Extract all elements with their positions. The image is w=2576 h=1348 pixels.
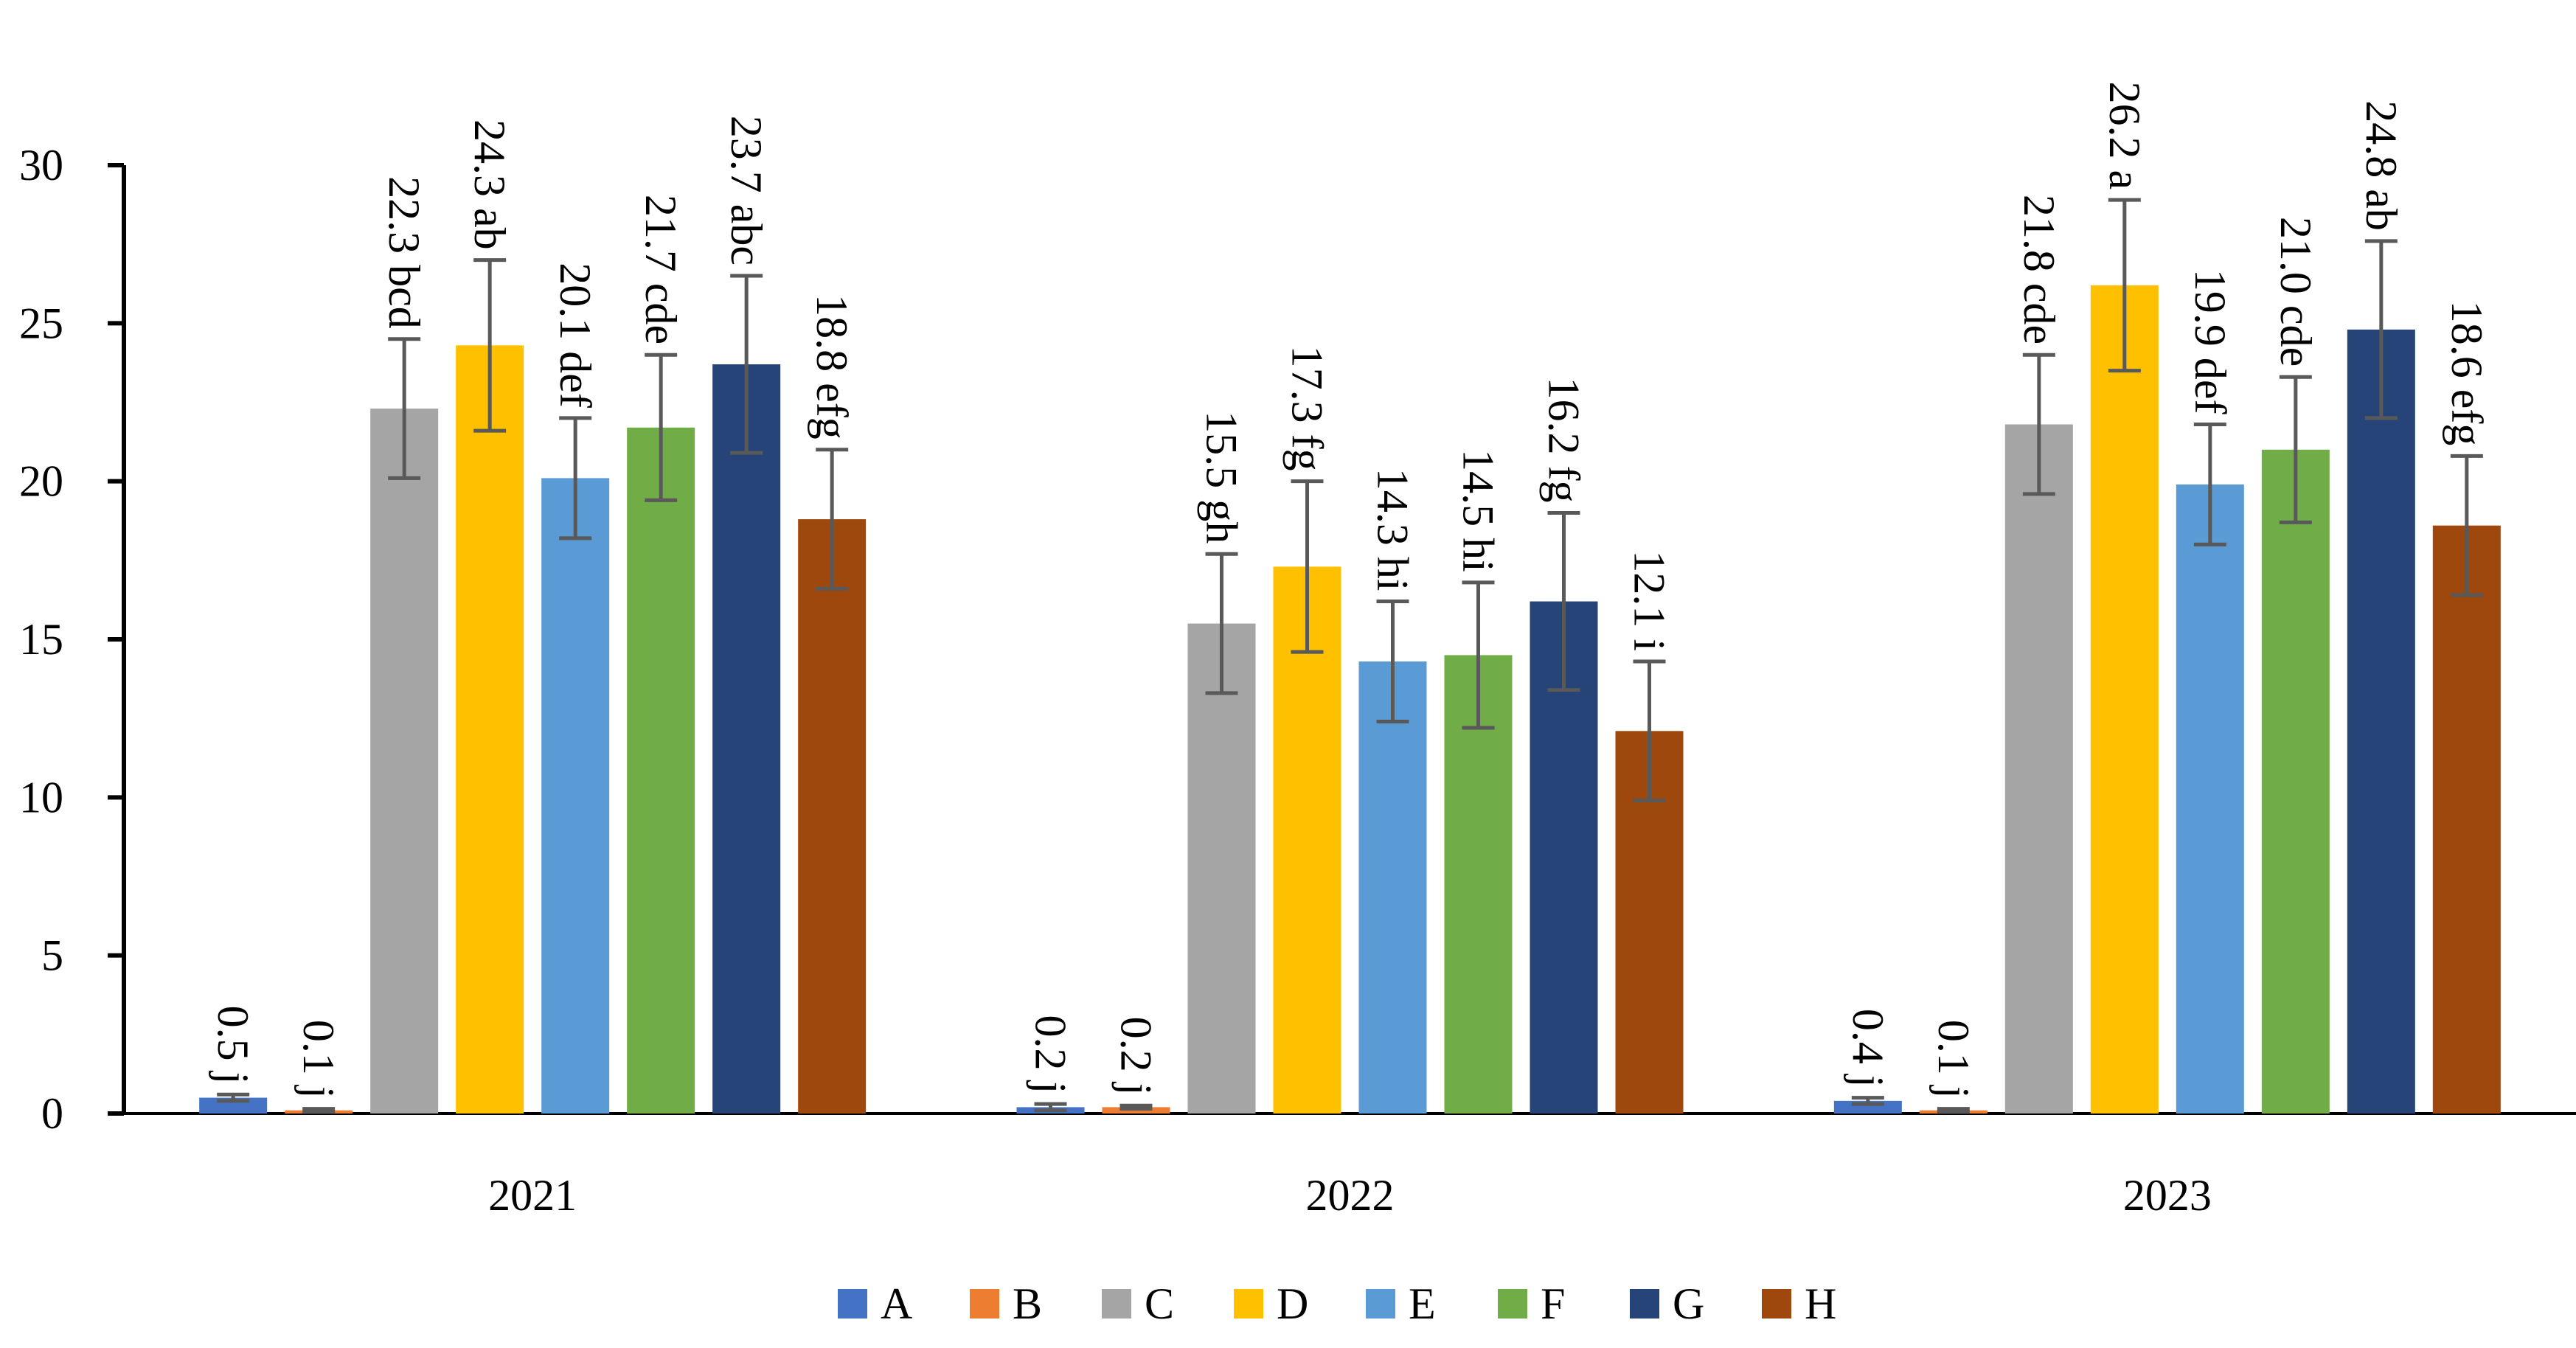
x-category-label: 2022 bbox=[1306, 1171, 1395, 1220]
legend-label: A bbox=[881, 1279, 912, 1328]
y-tick-label: 0 bbox=[41, 1089, 63, 1138]
legend-swatch bbox=[1102, 1289, 1131, 1319]
bar bbox=[199, 1097, 268, 1114]
data-label: 18.8 efg bbox=[808, 294, 856, 440]
bar bbox=[712, 364, 781, 1114]
data-label: 16.2 fg bbox=[1540, 378, 1589, 503]
legend-swatch bbox=[970, 1289, 999, 1319]
data-label: 23.7 abc bbox=[722, 116, 771, 265]
legend-label: H bbox=[1805, 1279, 1836, 1328]
bar bbox=[1358, 661, 1427, 1114]
bar bbox=[456, 345, 524, 1114]
bar bbox=[1833, 1100, 1902, 1114]
axes: 0 5 10 15 20 25 30 2021 2022 2023 bbox=[19, 141, 2576, 1220]
data-label: 14.5 hi bbox=[1454, 449, 1503, 572]
data-label: 0.4 j bbox=[1844, 1009, 1892, 1088]
data-label: 24.8 ab bbox=[2357, 100, 2406, 231]
legend-swatch bbox=[1234, 1289, 1263, 1319]
y-tick-label: 15 bbox=[19, 615, 63, 664]
data-label: 21.8 cde bbox=[2015, 195, 2063, 344]
bar bbox=[2261, 449, 2330, 1114]
error-bars bbox=[217, 198, 2483, 1114]
bar bbox=[1273, 566, 1341, 1114]
bars bbox=[199, 285, 2501, 1114]
bar bbox=[627, 427, 695, 1114]
bar bbox=[370, 409, 439, 1114]
y-tick-label: 10 bbox=[19, 773, 63, 821]
legend-label: F bbox=[1541, 1279, 1565, 1328]
data-label: 20.1 def bbox=[551, 263, 600, 408]
data-label: 15.5 gh bbox=[1198, 411, 1246, 543]
legend-swatch bbox=[1630, 1289, 1659, 1319]
bar bbox=[798, 519, 867, 1114]
legend-label: B bbox=[1013, 1279, 1042, 1328]
data-label: 17.3 fg bbox=[1283, 346, 1332, 471]
data-label: 19.9 def bbox=[2186, 269, 2235, 414]
legend-label: C bbox=[1145, 1279, 1174, 1328]
data-label: 12.1 i bbox=[1625, 550, 1674, 651]
bar bbox=[2090, 285, 2159, 1114]
bar bbox=[541, 478, 610, 1114]
y-tick-label: 20 bbox=[19, 457, 63, 506]
legend-label: G bbox=[1673, 1279, 1704, 1328]
legend-swatch bbox=[1498, 1289, 1527, 1319]
data-label: 24.3 ab bbox=[465, 119, 514, 250]
legend-label: D bbox=[1277, 1279, 1308, 1328]
legend-swatch bbox=[1762, 1289, 1791, 1319]
data-label: 0.5 j bbox=[209, 1006, 257, 1085]
data-label: 21.0 cde bbox=[2271, 217, 2320, 366]
data-label: 21.7 cde bbox=[636, 195, 685, 344]
y-tick-label: 5 bbox=[41, 931, 63, 980]
data-labels: 0.5 j 0.1 j 22.3 bcd 24.3 ab 20.1 def 21.7 cd… bbox=[209, 82, 2491, 1099]
data-label: 22.3 bcd bbox=[380, 176, 428, 329]
x-category-label: 2023 bbox=[2123, 1171, 2212, 1220]
data-label: 18.6 efg bbox=[2443, 301, 2491, 446]
bar bbox=[2004, 424, 2073, 1114]
legend-swatch bbox=[1366, 1289, 1395, 1319]
y-tick-label: 30 bbox=[19, 141, 63, 190]
bar bbox=[1187, 623, 1256, 1114]
bar bbox=[2347, 329, 2415, 1114]
bar bbox=[2176, 484, 2244, 1114]
bar bbox=[1444, 655, 1513, 1114]
legend: A B C D E F G H bbox=[838, 1279, 1836, 1328]
data-label: 0.1 j bbox=[294, 1020, 343, 1099]
legend-swatch bbox=[838, 1289, 867, 1319]
data-label: 14.3 hi bbox=[1369, 468, 1417, 591]
legend-label: E bbox=[1409, 1279, 1436, 1328]
data-label: 0.2 j bbox=[1112, 1017, 1161, 1096]
y-tick-label: 25 bbox=[19, 299, 63, 347]
data-label: 0.1 j bbox=[1929, 1020, 1978, 1099]
data-label: 26.2 a bbox=[2100, 82, 2149, 190]
data-label: 0.2 j bbox=[1027, 1015, 1075, 1094]
x-category-label: 2021 bbox=[488, 1171, 577, 1220]
bar bbox=[2432, 525, 2501, 1114]
